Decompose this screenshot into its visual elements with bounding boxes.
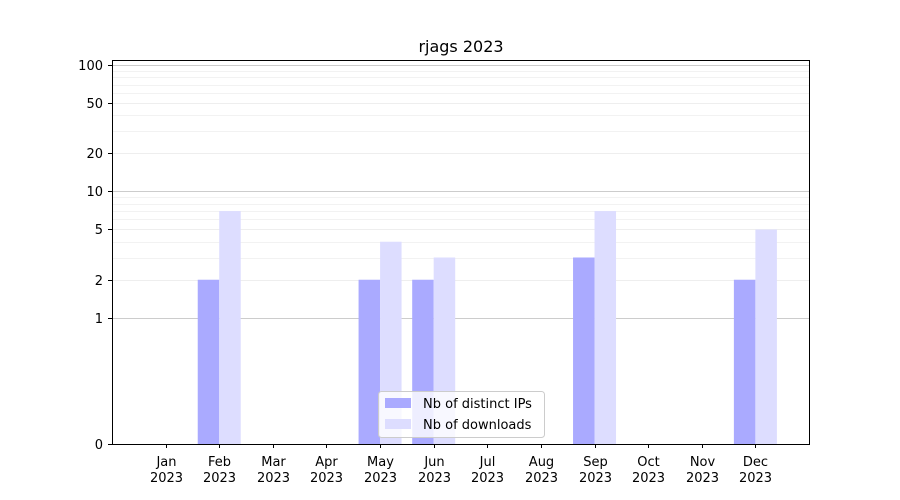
x-tick-label-month: Jun xyxy=(423,455,444,470)
x-tick-label-year: 2023 xyxy=(310,471,343,486)
y-tick-label: 10 xyxy=(86,185,103,200)
chart-title: rjags 2023 xyxy=(418,37,503,56)
x-tick-label-year: 2023 xyxy=(686,471,719,486)
x-tick-label-month: Apr xyxy=(315,455,338,470)
x-tick-label-month: Jan xyxy=(155,455,176,470)
y-tick-label: 20 xyxy=(86,147,103,162)
bar-distinct-ips xyxy=(358,279,381,444)
y-tick-label: 0 xyxy=(95,438,103,453)
bar-distinct-ips xyxy=(733,279,756,444)
legend-label-distinct-ips: Nb of distinct IPs xyxy=(423,397,532,412)
x-tick-label-year: 2023 xyxy=(364,471,397,486)
x-tick-label-year: 2023 xyxy=(579,471,612,486)
x-tick-label-year: 2023 xyxy=(525,471,558,486)
x-tick-label-year: 2023 xyxy=(471,471,504,486)
x-axis: Jan2023Feb2023Mar2023Apr2023May2023Jun20… xyxy=(150,444,772,486)
y-tick-label: 5 xyxy=(95,223,103,238)
x-tick-label-month: Aug xyxy=(529,455,554,470)
x-tick-label-month: Feb xyxy=(208,455,231,470)
x-tick-label-month: Nov xyxy=(690,455,716,470)
bar-downloads xyxy=(755,229,777,444)
x-tick-label-month: Oct xyxy=(637,455,659,470)
x-tick-label-month: Sep xyxy=(583,455,608,470)
x-tick-label-month: May xyxy=(367,455,394,470)
bar-downloads xyxy=(219,211,241,444)
legend-swatch-distinct-ips xyxy=(385,398,411,408)
bar-distinct-ips xyxy=(573,257,595,444)
legend-label-downloads: Nb of downloads xyxy=(423,418,532,433)
y-tick-label: 1 xyxy=(95,312,103,327)
x-tick-label-year: 2023 xyxy=(632,471,665,486)
x-tick-label-month: Jul xyxy=(479,455,496,470)
bar-downloads xyxy=(594,211,617,444)
legend-swatch-downloads xyxy=(385,419,411,429)
x-tick-label-year: 2023 xyxy=(150,471,183,486)
y-axis: 0 1 2 5 10 20 50 100 xyxy=(78,59,112,453)
x-tick-label-year: 2023 xyxy=(257,471,290,486)
legend-box xyxy=(378,391,545,438)
bar-distinct-ips xyxy=(197,279,220,444)
x-tick-label-year: 2023 xyxy=(418,471,451,486)
x-tick-label-month: Mar xyxy=(261,455,286,470)
y-tick-label: 2 xyxy=(95,274,103,289)
y-tick-label: 50 xyxy=(86,97,103,112)
x-tick-label-month: Dec xyxy=(743,455,768,470)
x-tick-label-year: 2023 xyxy=(203,471,236,486)
legend: Nb of distinct IPs Nb of downloads xyxy=(378,391,545,438)
x-tick-label-year: 2023 xyxy=(739,471,772,486)
y-tick-label: 100 xyxy=(78,59,103,74)
plot-frame xyxy=(112,60,810,445)
